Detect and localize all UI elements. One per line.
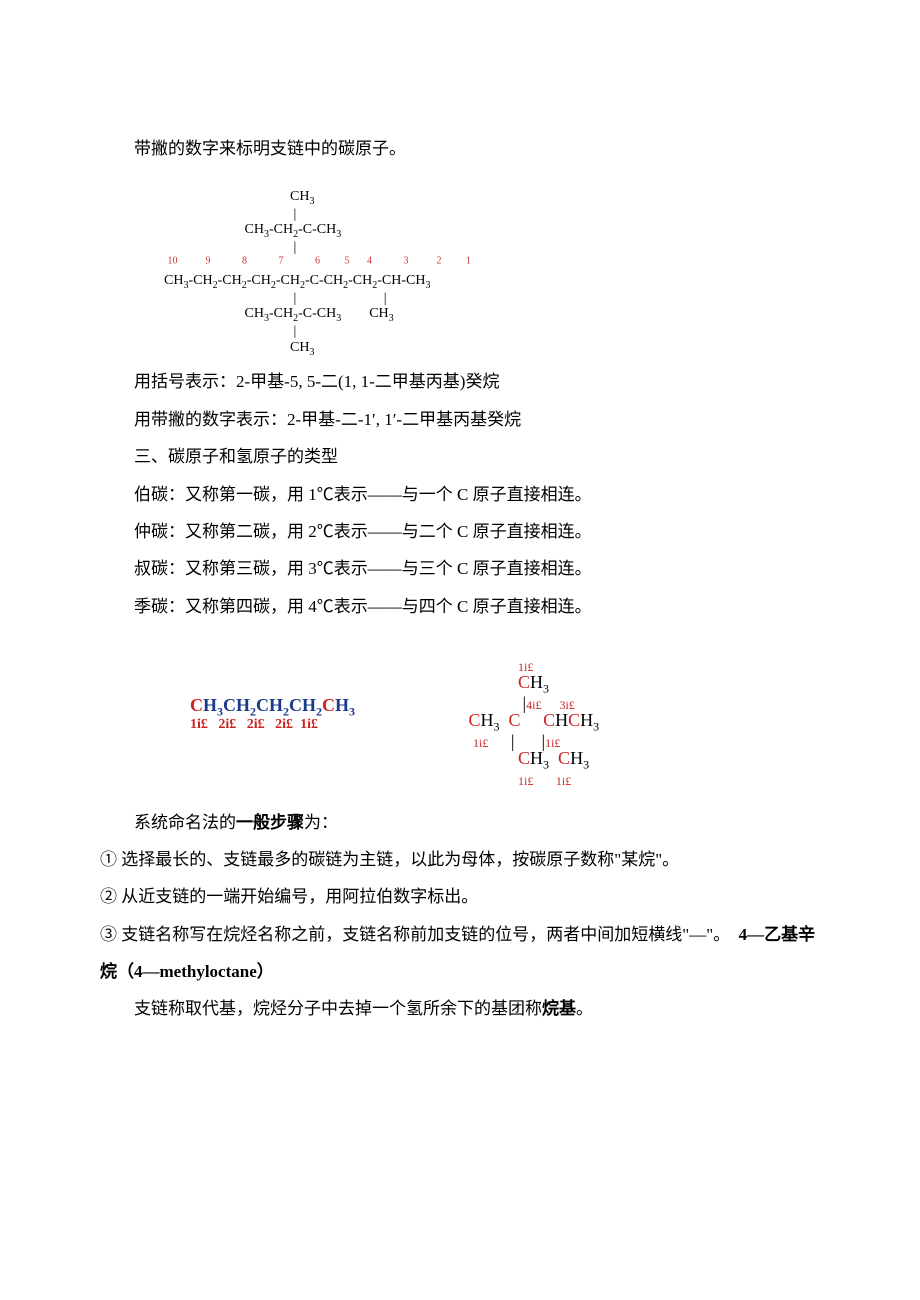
main-structure-diagram: CH3 | CH3-CH2-C-CH3 | 10 9 8 7 6 5 4 xyxy=(150,173,820,357)
diag-row: CH3-CH2-C-CH3 xyxy=(150,222,341,237)
prime-naming: 用带撇的数字表示：2-甲基-二-1′, 1′-二甲基丙基癸烷 xyxy=(100,401,820,438)
section-3-title: 三、碳原子和氢原子的类型 xyxy=(100,438,820,475)
branched-chain-example: 1i£ CH3 |4i£ 3i£ CH3 C CHCH3 1i£ | |1i£ … xyxy=(455,640,599,788)
carbon-type-line: 伯碳：又称第一碳，用 1℃表示——与一个 C 原子直接相连。 xyxy=(100,476,820,513)
step-2: ② 从近支链的一端开始编号，用阿拉伯数字标出。 xyxy=(100,878,820,915)
carbon-type-line: 叔碳：又称第三碳，用 3℃表示——与三个 C 原子直接相连。 xyxy=(100,550,820,587)
bracket-naming: 用括号表示：2-甲基-5, 5-二(1, 1-二甲基丙基)癸烷 xyxy=(100,363,820,400)
steps-intro: 系统命名法的一般步骤为： xyxy=(100,804,820,841)
intro-line: 带撇的数字来标明支链中的碳原子。 xyxy=(100,130,820,167)
diag-row: | xyxy=(150,207,296,222)
step-1: ① 选择最长的、支链最多的碳链为主链，以此为母体，按碳原子数称"某烷"。 xyxy=(100,841,820,878)
carbon-type-line: 仲碳：又称第二碳，用 2℃表示——与二个 C 原子直接相连。 xyxy=(100,513,820,550)
linear-chain-example: CH3CH2CH2CH2CH3 1i£ 2i£ 2i£ 2i£ 1i£ xyxy=(190,696,355,733)
diag-row: CH3 xyxy=(150,340,314,355)
diag-row: CH3-CH2-C-CH3 CH3 xyxy=(150,306,394,321)
diag-row: | xyxy=(150,324,296,339)
diag-row: | | xyxy=(150,291,387,306)
diag-row: 10 9 8 7 6 5 4 3 2 1 xyxy=(150,258,471,273)
carbon-type-line: 季碳：又称第四碳，用 4℃表示——与四个 C 原子直接相连。 xyxy=(100,588,820,625)
diag-row: CH3-CH2-CH2-CH2-CH2-C-CH2-CH2-CH-CH3 xyxy=(150,273,430,288)
step-3: ③ 支链名称写在烷烃名称之前，支链名称前加支链的位号，两者中间加短横线"—"。 … xyxy=(100,916,820,991)
diag-row: CH3 xyxy=(150,189,314,204)
tail-line: 支链称取代基，烷烃分子中去掉一个氢所余下的基团称烷基。 xyxy=(100,990,820,1027)
diag-row: | xyxy=(150,240,296,255)
carbon-examples-row: CH3CH2CH2CH2CH3 1i£ 2i£ 2i£ 2i£ 1i£ 1i£ … xyxy=(190,640,820,788)
